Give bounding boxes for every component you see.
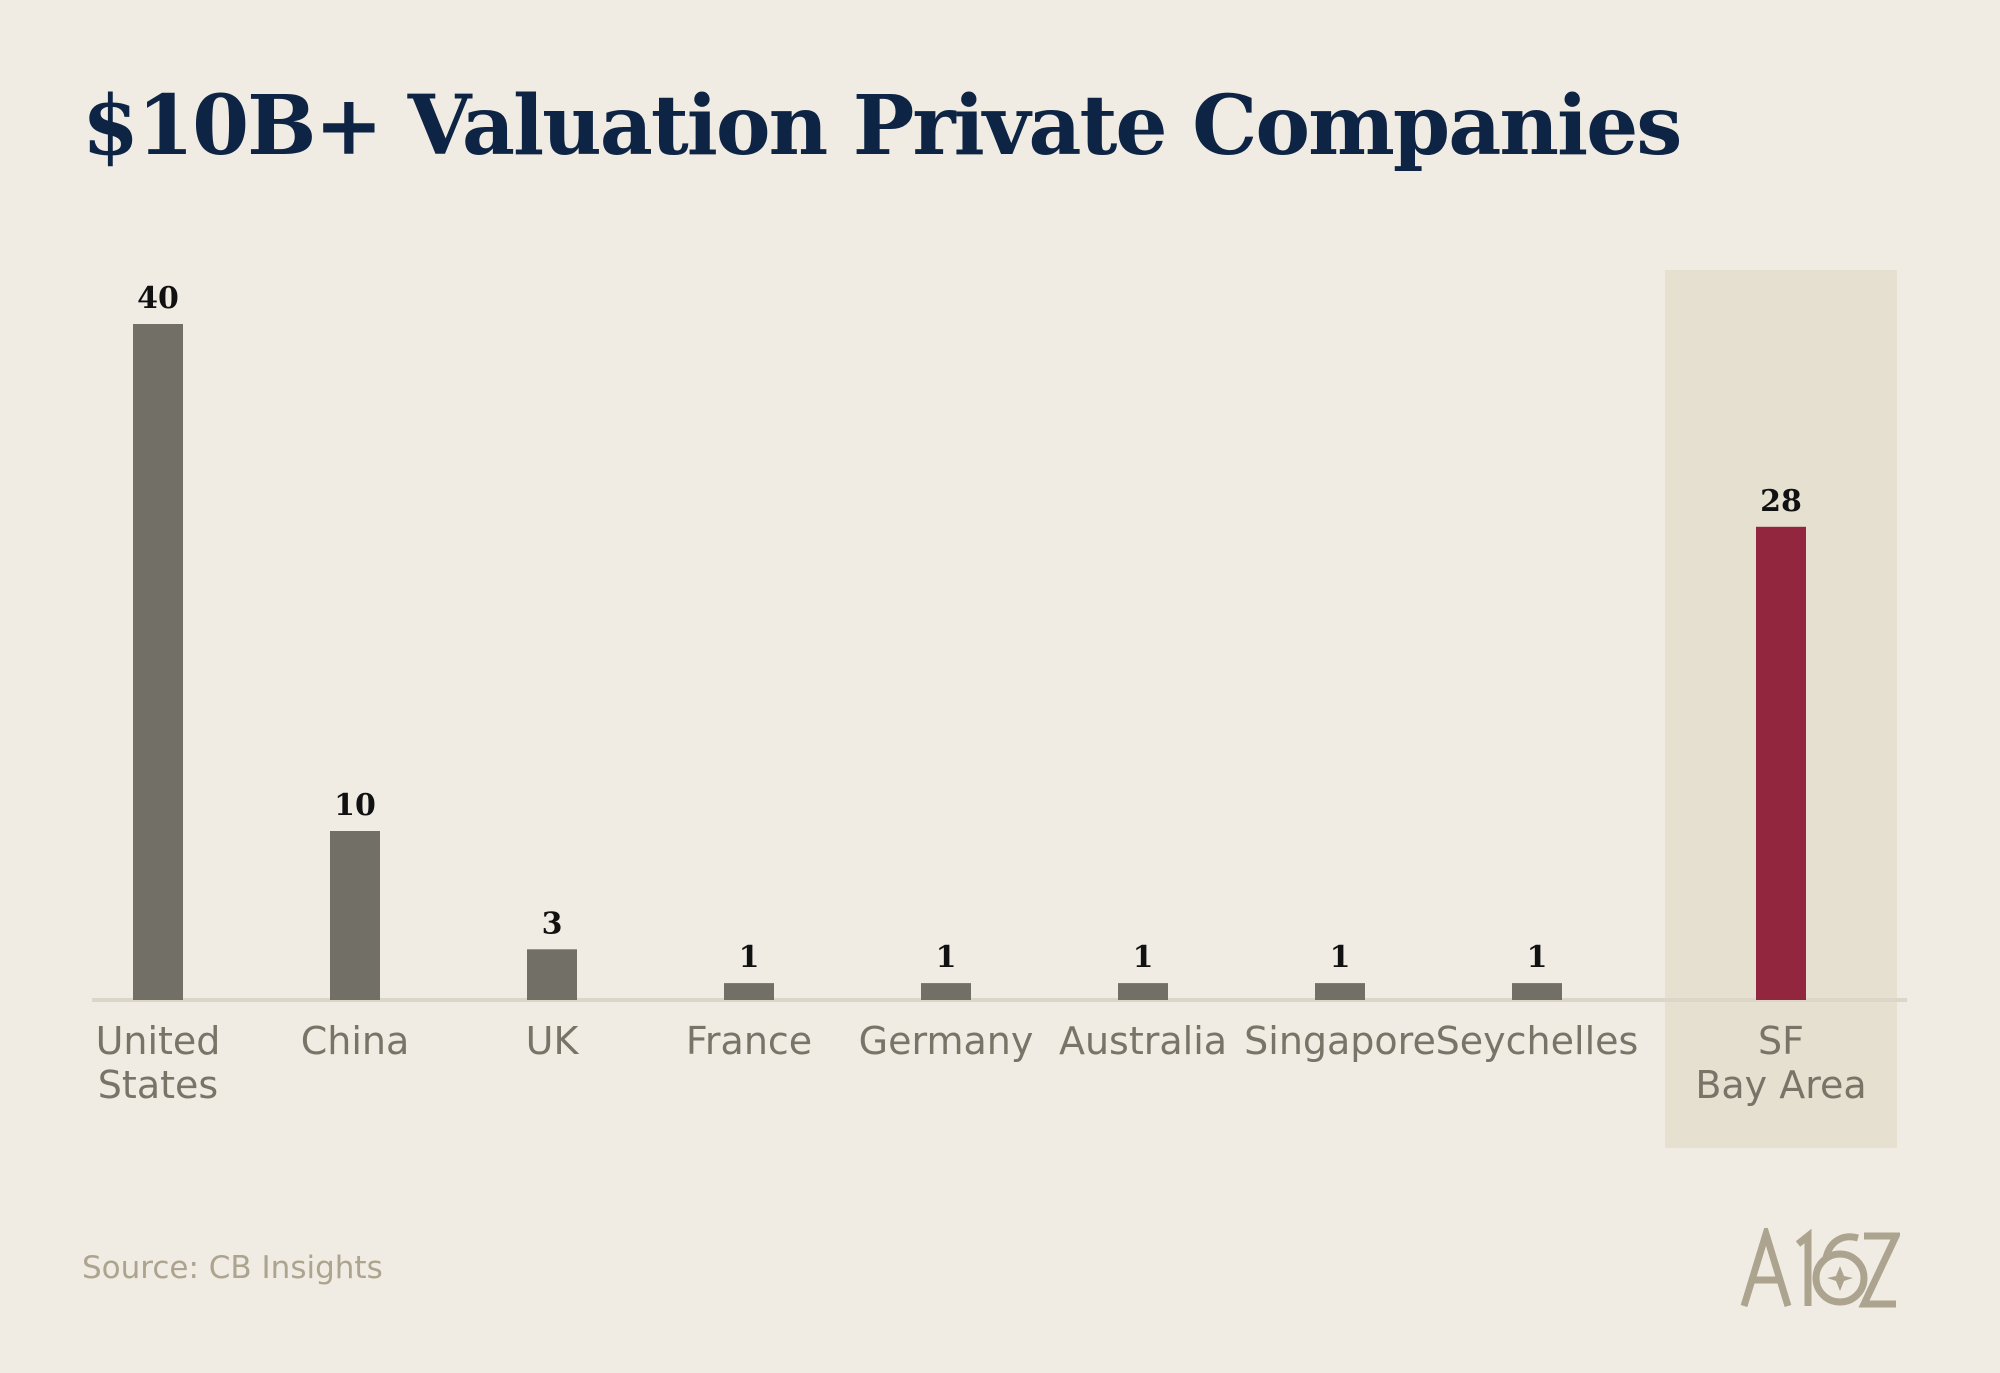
category-label-germany: Germany [859,1019,1034,1063]
source-note: Source: CB Insights [82,1250,383,1286]
category-label-line: Australia [1059,1019,1227,1063]
category-label-seychelles: Seychelles [1436,1019,1639,1063]
category-label-line: China [301,1019,410,1063]
value-label-germany: 1 [936,940,957,975]
value-label-china: 10 [334,788,376,823]
value-labels: 40 10 3 1 1 1 1 1 28 [137,281,1802,975]
value-label-united-states: 40 [137,281,179,316]
category-label-sf-bay-area: SF Bay Area [1695,1019,1866,1107]
category-label-line: Seychelles [1436,1019,1639,1063]
bar-uk [527,949,577,1000]
bars [133,324,1806,1000]
category-label-line: United [96,1019,221,1063]
category-label-line: States [98,1063,218,1107]
category-label-uk: UK [526,1019,580,1063]
bar-singapore [1315,983,1365,1000]
value-label-singapore: 1 [1330,940,1351,975]
bar-germany [921,983,971,1000]
category-label-line: UK [526,1019,580,1063]
value-label-australia: 1 [1133,940,1154,975]
bar-seychelles [1512,983,1562,1000]
bar-united-states [133,324,183,1000]
category-label-line: France [686,1019,812,1063]
bar-china [330,831,380,1000]
bar-france [724,983,774,1000]
category-label-line: SF [1758,1019,1804,1063]
category-label-line: Germany [859,1019,1034,1063]
value-label-sf-bay-area: 28 [1760,484,1802,519]
a16z-logo [1740,1228,1900,1308]
category-labels: United States China UK France Germany Australi… [96,1019,1867,1107]
value-label-france: 1 [739,940,760,975]
category-label-france: France [686,1019,812,1063]
category-label-australia: Australia [1059,1019,1227,1063]
category-label-china: China [301,1019,410,1063]
category-label-singapore: Singapore [1244,1019,1436,1063]
bar-australia [1118,983,1168,1000]
value-label-seychelles: 1 [1527,940,1548,975]
bar-sf-bay-area [1756,526,1806,1000]
category-label-line: Singapore [1244,1019,1436,1063]
chart-title: $10B+ Valuation Private Companies [82,78,1682,174]
category-label-line: Bay Area [1695,1063,1866,1107]
value-label-uk: 3 [542,906,563,941]
category-label-united-states: United States [96,1019,221,1107]
